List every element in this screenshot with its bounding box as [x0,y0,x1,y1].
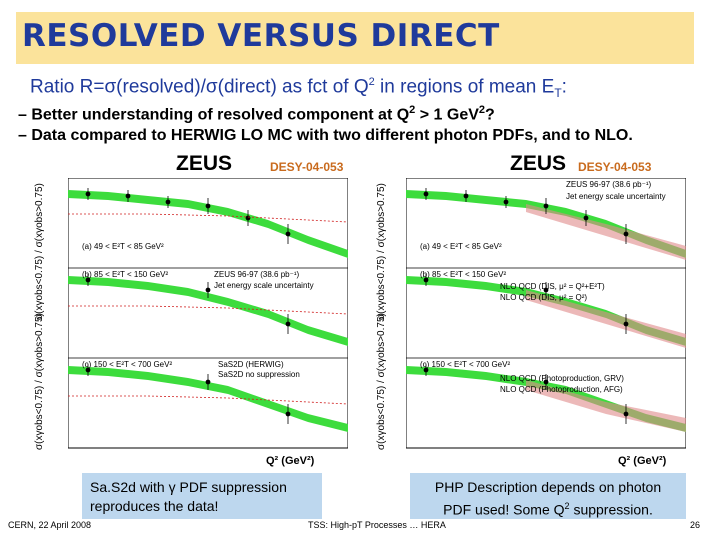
left-desy-label: DESY-04-053 [270,160,344,174]
bullet-2: – Data compared to HERWIG LO MC with two… [18,127,633,144]
left-nosup-lines [68,213,348,405]
right-legend-data: ZEUS 96-97 (38.6 pb⁻¹) [566,180,652,189]
right-desy-label: DESY-04-053 [578,160,652,174]
left-data-points [85,188,291,424]
left-ylabel-lower: σ(xγobs<0.75) / σ(xγobs>0.75) [34,313,45,450]
left-plot: ZEUS DESY-04-053 σ(xγobs<0.75) / σ(xγobs… [28,150,348,475]
right-callout-line1: PHP Description depends on photon [434,479,662,495]
right-band-a [406,190,686,258]
bullet-1-pre: – Better understanding of resolved compo… [18,106,410,124]
right-nlo-bands [526,204,686,432]
left-ylabel: σ(xγobs<0.75) / σ(xγobs>0.75) [34,183,45,320]
right-panel-b-label: (b) 85 < E²T < 150 GeV² [420,270,507,279]
left-legend-nosup: SaS2D no suppression [218,370,300,379]
right-callout-line2: PDF used! Some Q2 suppression. [443,501,653,518]
right-legend-jes: Jet energy scale uncertainty [566,192,666,201]
subtitle: Ratio R=σ(resolved)/σ(direct) as fct of … [30,76,567,100]
right-plot: ZEUS DESY-04-053 σ(xγobs<0.75) / σ(xγobs… [370,150,690,475]
right-legend-nlo3: NLO QCD (Photoproduction, GRV) [500,374,624,383]
right-legend-nlo2: NLO QCD (DIS, μ² = Q²) [500,293,588,302]
right-legend-nlo4: NLO QCD (Photoproduction, AFG) [500,385,623,394]
subtitle-sup: 2 [368,76,375,88]
bullet-1-sup2: 2 [478,104,486,116]
right-band-c [406,366,686,432]
left-panel-c-label: (c) 150 < E²T < 700 GeV² [82,360,173,369]
left-legend-data: ZEUS 96-97 (38.6 pb⁻¹) [214,270,300,279]
right-panel-a-label: (a) 49 < E²T < 85 GeV² [420,242,502,251]
bullet-1: – Better understanding of resolved compo… [18,104,495,124]
footer-left: CERN, 22 April 2008 [8,520,92,530]
right-plot-svg [406,178,686,449]
subtitle-mid: in regions of mean E [374,76,555,98]
left-legend-herwig: SaS2D (HERWIG) [218,360,284,369]
bullet-1-end: ? [485,106,495,124]
title-bar [16,12,694,64]
left-panel-b-label: (b) 85 < E²T < 150 GeV² [82,270,169,279]
subtitle-end: : [561,76,567,98]
right-xlabel: Q² (GeV²) [618,455,667,467]
left-band-a [68,190,348,258]
right-zeus-label: ZEUS [510,152,567,175]
left-band-c [68,366,348,432]
footer-center: TSS: High-pT Processes … HERA [308,520,446,530]
right-ylabel: σ(xγobs<0.75) / σ(xγobs>0.75) [376,183,387,320]
left-callout: Sa.S2d with γ PDF suppression reproduces… [82,473,322,519]
right-band-b [406,276,686,346]
right-panel-c-label: (c) 150 < E²T < 700 GeV² [420,360,511,369]
left-legend-jes: Jet energy scale uncertainty [214,281,314,290]
bullet-1-post: > 1 GeV [415,106,479,124]
right-data-points [423,188,629,424]
left-zeus-label: ZEUS [176,152,233,175]
subtitle-sub: T [554,86,562,101]
page-title: RESOLVED VERSUS DIRECT [22,18,500,54]
footer-page: 26 [690,520,701,530]
right-callout: PHP Description depends on photon PDF us… [410,473,686,519]
left-xlabel: Q² (GeV²) [266,455,315,467]
left-band-b [68,276,348,346]
left-panel-a-label: (a) 49 < E²T < 85 GeV² [82,242,164,251]
left-plot-svg [68,178,348,449]
right-legend-nlo1: NLO QCD (DIS, μ² = Q²+E²T) [500,282,605,291]
subtitle-main: Ratio R=σ(resolved)/σ(direct) as fct of … [30,76,369,98]
bullet-1-sup: 2 [409,104,416,116]
right-ylabel-lower: σ(xγobs<0.75) / σ(xγobs>0.75) [376,313,387,450]
